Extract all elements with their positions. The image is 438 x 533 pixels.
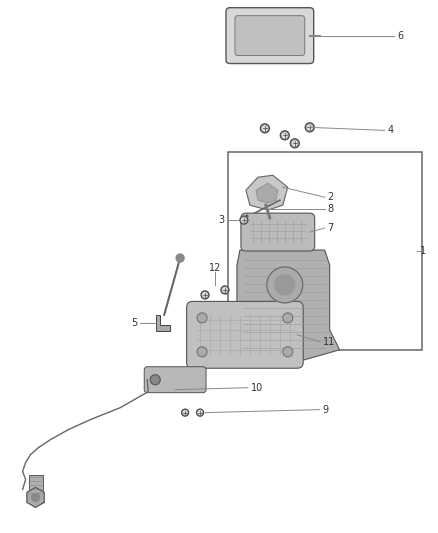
Circle shape [283,347,293,357]
Circle shape [221,286,229,294]
Text: 11: 11 [323,337,335,347]
Circle shape [292,141,297,146]
Text: 1: 1 [420,246,427,256]
Circle shape [197,347,207,357]
Text: 9: 9 [323,405,329,415]
Circle shape [183,411,187,415]
FancyBboxPatch shape [226,7,314,63]
FancyBboxPatch shape [144,367,206,393]
Circle shape [290,139,299,148]
Circle shape [176,254,184,262]
Circle shape [240,216,248,224]
Text: 5: 5 [131,318,137,328]
Text: 4: 4 [388,125,394,135]
Circle shape [150,375,160,385]
Circle shape [32,494,39,502]
Text: 7: 7 [328,223,334,233]
Bar [28,475,42,497]
Circle shape [267,267,303,303]
FancyBboxPatch shape [235,15,305,55]
Polygon shape [230,250,339,360]
Polygon shape [246,175,288,210]
Polygon shape [27,487,44,507]
Circle shape [201,291,209,299]
Text: 6: 6 [397,30,403,41]
Text: 2: 2 [328,192,334,202]
Circle shape [305,123,314,132]
Circle shape [197,313,207,323]
FancyBboxPatch shape [241,213,314,251]
FancyBboxPatch shape [187,301,303,368]
Circle shape [203,293,207,297]
Bar [228,152,422,350]
Polygon shape [256,183,278,203]
Text: 8: 8 [328,204,334,214]
Circle shape [283,313,293,323]
Circle shape [262,126,267,131]
Polygon shape [156,315,170,331]
Circle shape [307,125,312,130]
Circle shape [198,411,202,415]
Text: 10: 10 [251,383,263,393]
Text: 3: 3 [218,215,224,225]
Circle shape [260,124,269,133]
Circle shape [283,133,287,138]
Text: 12: 12 [209,263,221,273]
Circle shape [197,409,204,416]
Circle shape [223,288,227,292]
Circle shape [182,409,189,416]
Circle shape [242,218,246,222]
Circle shape [280,131,289,140]
Circle shape [275,275,295,295]
